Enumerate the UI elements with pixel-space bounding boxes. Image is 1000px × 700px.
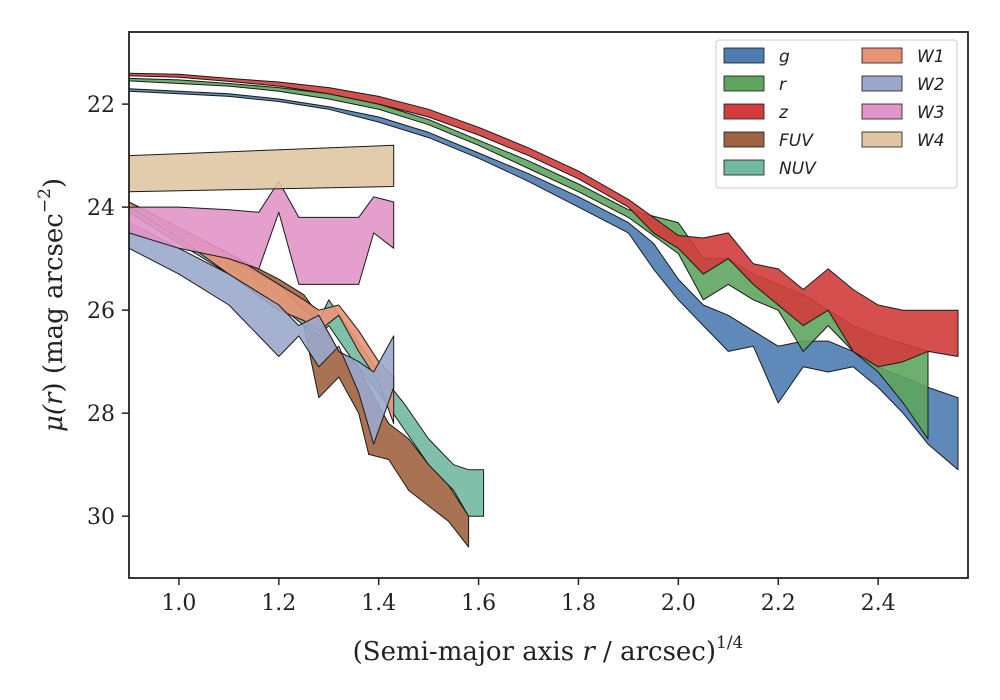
x-tick-label: 1.6: [461, 591, 496, 616]
y-tick-label: 22: [87, 93, 115, 118]
x-tick-label: 1.4: [361, 591, 396, 616]
band-g: [128, 88, 959, 471]
legend-swatch-w2: [861, 75, 903, 92]
legend-swatch-w3: [861, 103, 903, 120]
band-r: [128, 77, 929, 440]
y-axis: 22 24 26 28 30: [87, 93, 129, 530]
legend-label-w3: W3: [917, 103, 945, 123]
y-tick-label: 28: [87, 402, 115, 427]
y-tick-label: 26: [87, 299, 115, 324]
y-axis-label: μ(r) (mag arcsec−2): [35, 178, 69, 432]
x-tick-label: 2.2: [761, 591, 796, 616]
y-tick-label: 24: [87, 196, 115, 221]
y-tick-label: 30: [87, 505, 115, 530]
legend-swatch-g: [723, 47, 765, 64]
x-axis-label: (Semi-major axis r / arcsec)1/4: [353, 633, 744, 667]
legend-label-r: r: [779, 75, 787, 95]
band-w2: [128, 222, 395, 445]
legend-label-g: g: [779, 47, 790, 67]
legend-swatch-r: [723, 75, 765, 92]
legend: grz FUV NUV W1 W2 W3 W4: [715, 39, 958, 189]
legend-label-w1: W1: [917, 47, 945, 67]
x-tick-label: 1.8: [561, 591, 596, 616]
series-bands: [128, 72, 959, 548]
legend-label-w2: W2: [917, 75, 945, 95]
x-tick-label: 2.0: [661, 591, 696, 616]
band-w3: [128, 180, 395, 285]
legend-swatch-fuv: [723, 131, 765, 148]
legend-swatch-nuv: [723, 159, 765, 176]
x-tick-label: 1.2: [261, 591, 296, 616]
legend-swatch-z: [723, 103, 765, 120]
plot-frame: [128, 31, 969, 579]
legend-label-fuv: FUV: [779, 131, 814, 151]
x-tick-label: 1.0: [161, 591, 196, 616]
x-tick-label: 2.4: [861, 591, 896, 616]
band-z: [128, 72, 959, 368]
legend-label-nuv: NUV: [779, 159, 817, 179]
x-axis: 1.0 1.2 1.4 1.6 1.8 2.0 2.2 2.4: [161, 578, 896, 616]
legend-swatch-w1: [861, 47, 903, 64]
legend-label-w4: W4: [917, 131, 945, 151]
legend-swatch-w4: [861, 131, 903, 148]
legend-label-z: z: [778, 103, 789, 123]
